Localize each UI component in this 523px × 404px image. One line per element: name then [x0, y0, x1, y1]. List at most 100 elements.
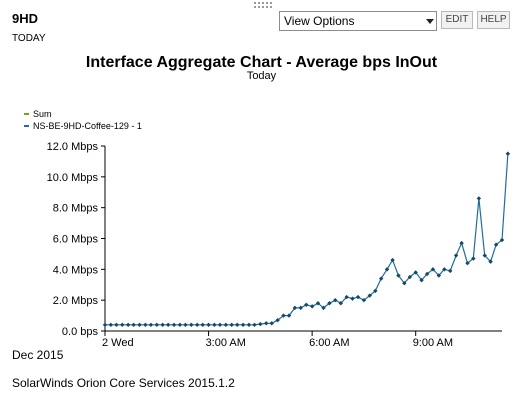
data-point	[143, 322, 148, 328]
data-point	[258, 321, 263, 327]
x-tick-label: 9:00 AM	[413, 337, 453, 349]
data-point	[275, 318, 280, 323]
y-tick-label: 4.0 Mbps	[53, 264, 99, 276]
legend-swatch-sum	[24, 113, 29, 115]
data-point	[448, 268, 453, 274]
y-tick-label: 8.0 Mbps	[53, 203, 99, 215]
data-point	[424, 271, 430, 277]
data-point	[235, 322, 240, 328]
data-point	[183, 322, 188, 328]
drag-handle[interactable]	[254, 2, 274, 10]
data-point	[189, 322, 194, 328]
y-tick-label: 10.0 Mbps	[47, 172, 99, 184]
data-point	[223, 322, 229, 328]
data-point	[154, 322, 159, 328]
data-point	[499, 237, 505, 243]
view-options-select[interactable]: View Options	[279, 11, 437, 31]
data-point	[402, 281, 407, 286]
data-point	[246, 322, 252, 328]
y-tick-label: 6.0 Mbps	[53, 234, 99, 246]
data-point	[327, 301, 332, 306]
data-point	[292, 305, 298, 311]
data-point	[350, 296, 355, 301]
data-point	[171, 322, 177, 328]
data-point	[407, 274, 413, 280]
data-point	[165, 322, 171, 328]
data-point	[459, 240, 464, 246]
data-point	[321, 305, 326, 311]
footer-version: SolarWinds Orion Core Services 2015.1.2	[12, 376, 235, 390]
help-button[interactable]: HELP	[477, 11, 510, 29]
data-point	[488, 259, 493, 264]
data-point	[355, 294, 361, 300]
data-point	[373, 288, 378, 294]
data-point	[206, 322, 211, 328]
data-point	[309, 304, 315, 309]
x-tick-label: 6:00 AM	[309, 337, 349, 349]
chart-title: Interface Aggregate Chart - Average bps …	[85, 54, 438, 71]
data-point	[281, 313, 286, 318]
data-point	[217, 322, 223, 328]
data-point	[212, 322, 217, 328]
data-point	[471, 256, 476, 261]
data-point	[430, 267, 436, 272]
chart-date-label: Dec 2015	[12, 348, 64, 362]
widget-title: 9HD	[12, 11, 39, 26]
data-point	[264, 321, 269, 326]
y-tick-label: 0.0 bps	[62, 326, 99, 338]
data-point	[367, 293, 372, 298]
legend-label-interface: NS-BE-9HD-Coffee-129 - 1	[33, 121, 142, 131]
legend-swatch-interface	[24, 125, 29, 127]
data-point	[114, 322, 119, 328]
data-point	[298, 305, 303, 311]
series-line-1	[105, 153, 509, 326]
data-point	[378, 276, 384, 281]
data-point	[137, 322, 142, 328]
data-point	[344, 294, 349, 300]
edit-button[interactable]: EDIT	[441, 11, 473, 29]
data-point	[493, 242, 499, 247]
data-point	[194, 322, 200, 328]
data-point	[436, 273, 442, 278]
chevron-down-icon	[426, 19, 434, 24]
data-point	[304, 302, 309, 307]
data-point	[269, 321, 274, 326]
y-tick-label: 12.0 Mbps	[47, 141, 99, 153]
data-point	[396, 273, 401, 278]
data-point	[413, 270, 418, 275]
data-point	[177, 322, 183, 328]
y-tick-label: 2.0 Mbps	[53, 295, 99, 307]
data-point	[102, 322, 108, 328]
data-point	[390, 257, 395, 263]
x-tick-label: 2 Wed	[102, 337, 134, 349]
data-point	[384, 267, 390, 272]
data-point	[419, 277, 424, 283]
data-point	[240, 322, 246, 328]
legend-label-sum: Sum	[33, 109, 52, 119]
view-options-label: View Options	[284, 14, 355, 28]
widget-subtitle: TODAY	[12, 33, 46, 44]
data-point	[120, 322, 125, 328]
x-tick-label: 3:00 AM	[206, 337, 246, 349]
data-point	[442, 267, 447, 272]
data-point	[465, 260, 470, 266]
data-point	[505, 151, 511, 156]
data-point	[148, 322, 154, 328]
data-point	[252, 322, 257, 328]
data-point	[361, 297, 367, 303]
data-point	[338, 301, 343, 306]
data-point	[108, 322, 114, 328]
data-point	[482, 253, 487, 258]
data-point	[453, 253, 459, 258]
chart-subtitle: Today	[246, 70, 277, 82]
data-point	[476, 196, 482, 201]
data-point	[229, 322, 234, 328]
data-point	[315, 301, 321, 306]
data-point	[200, 322, 205, 328]
data-point	[131, 322, 136, 328]
data-point	[125, 322, 131, 328]
data-point	[160, 322, 165, 328]
data-point	[333, 297, 338, 303]
data-point	[286, 313, 292, 318]
